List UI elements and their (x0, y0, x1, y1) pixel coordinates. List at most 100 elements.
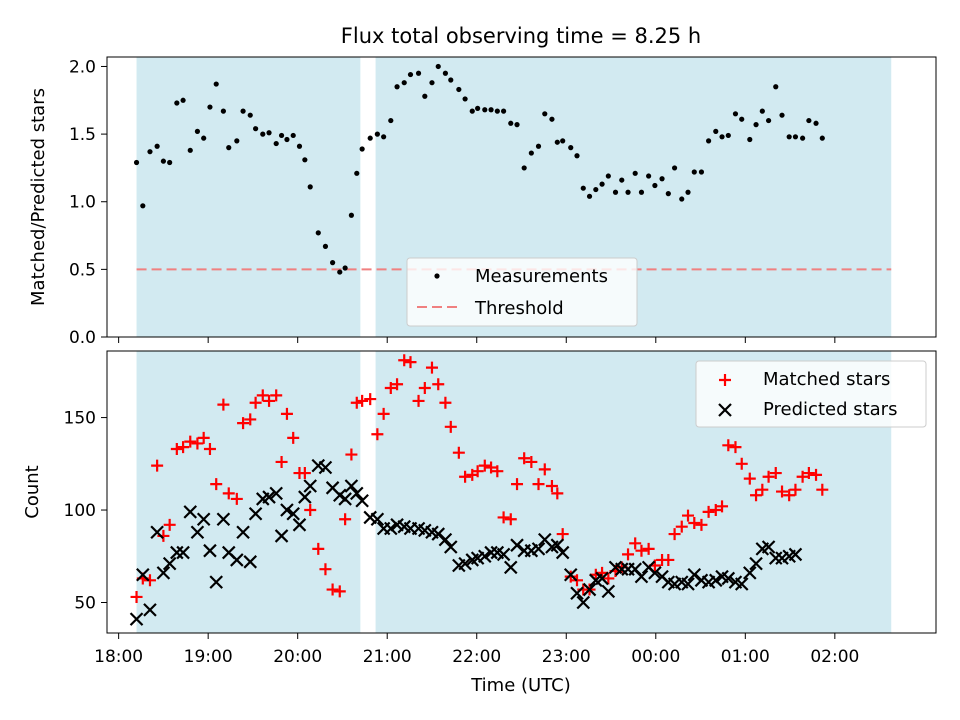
matched-point (622, 548, 635, 561)
matched-point (143, 574, 156, 587)
measurement-point (174, 100, 180, 106)
predicted-point (496, 547, 511, 562)
predicted-point (298, 490, 312, 504)
matched-point (151, 459, 164, 472)
measurement-point (296, 143, 303, 149)
predicted-point (563, 567, 578, 582)
top-window-0 (136, 57, 361, 337)
predicted-point (708, 573, 723, 588)
matched-point (756, 483, 769, 496)
measurement-point (521, 165, 527, 171)
matched-point (191, 437, 204, 450)
matched-point (418, 381, 431, 394)
matched-point (163, 518, 176, 531)
matched-point (339, 513, 352, 526)
bottom-y-tick-label: 100 (64, 501, 96, 521)
matched-point (635, 544, 648, 557)
measurement-point (800, 135, 806, 141)
measurement-point (691, 169, 697, 175)
measurement-point (187, 147, 193, 153)
measurement-point (632, 170, 638, 176)
predicted-point (248, 506, 263, 521)
matched-point (735, 457, 748, 470)
measurement-point (456, 86, 462, 93)
top-plot-frame (106, 56, 937, 338)
predicted-point (129, 612, 144, 626)
matched-point (425, 361, 438, 374)
bottom-y-tick-label: 150 (64, 409, 96, 429)
matched-point (816, 483, 829, 496)
measurement-point (508, 120, 514, 126)
measurement-point (475, 105, 481, 112)
legend-predicted-label: Predicted stars (763, 399, 897, 420)
predicted-point (170, 545, 184, 560)
matched-point (688, 516, 701, 529)
measurement-points (133, 63, 825, 275)
measurement-point (612, 189, 619, 195)
matched-point (668, 528, 681, 541)
bottom-y-tick-label: 50 (74, 593, 96, 613)
measurement-point (354, 170, 360, 176)
predicted-point (143, 603, 157, 617)
matched-point (532, 478, 545, 491)
predicted-point (216, 512, 231, 527)
top-y-axis: 0.0 0.5 1.0 1.5 2.0 (69, 57, 107, 348)
measurement-point (528, 150, 534, 156)
measurement-point (194, 128, 201, 134)
matched-point (789, 483, 802, 496)
predicted-point (274, 529, 289, 543)
predicted-point (209, 575, 223, 589)
matched-point (244, 413, 257, 426)
matched-point (783, 489, 796, 502)
matched-point (444, 420, 457, 433)
matched-point (629, 537, 642, 550)
top-panel: 0.0 0.5 1.0 1.5 2.0 Measurements Threshold M… (28, 56, 937, 348)
matched-point (280, 407, 293, 420)
predicted-point (503, 560, 518, 575)
x-tick-label: 21:00 (363, 647, 412, 667)
predicted-point (156, 566, 171, 580)
legend-measurements-marker (434, 273, 440, 279)
measurement-point (273, 140, 279, 147)
measurement-point (260, 131, 266, 137)
measurement-point (806, 117, 812, 124)
matched-point (675, 520, 688, 533)
bottom-y-axis: 50 100 150 (64, 409, 107, 613)
measurement-point (266, 130, 272, 136)
matched-point (750, 489, 763, 502)
measurement-point (779, 112, 785, 118)
measurement-point (586, 193, 593, 199)
predicted-point (595, 571, 609, 586)
measurement-point (514, 122, 520, 128)
predicted-point (761, 540, 776, 554)
matched-point (439, 396, 452, 409)
measurement-point (359, 146, 365, 152)
measurement-point (207, 104, 213, 110)
x-tick-label: 23:00 (542, 647, 591, 667)
matched-point (384, 381, 397, 394)
matched-point (538, 463, 551, 476)
predicted-point (280, 503, 294, 517)
measurement-point (739, 116, 745, 122)
measurement-point (652, 182, 658, 189)
measurement-point (415, 70, 422, 76)
predicted-point (601, 584, 616, 599)
measurement-point (535, 143, 542, 149)
matched-point (304, 504, 317, 517)
matched-point (319, 563, 332, 576)
predicted-point (570, 586, 584, 601)
measurement-point (646, 173, 652, 179)
matched-point (810, 468, 823, 481)
predicted-point (355, 494, 369, 508)
x-tick-label: 20:00 (273, 647, 322, 667)
predicted-point (582, 582, 597, 597)
predicted-point (443, 540, 458, 554)
legend-threshold-label: Threshold (474, 298, 564, 319)
top-x-ticks (118, 337, 836, 343)
bottom-x-axis: 18:00 19:00 20:00 21:00 22:00 23:00 00:00 01:00… (94, 633, 859, 667)
predicted-point (286, 506, 300, 521)
predicted-point (681, 577, 695, 591)
matched-point (177, 441, 190, 454)
measurement-point (685, 189, 691, 195)
